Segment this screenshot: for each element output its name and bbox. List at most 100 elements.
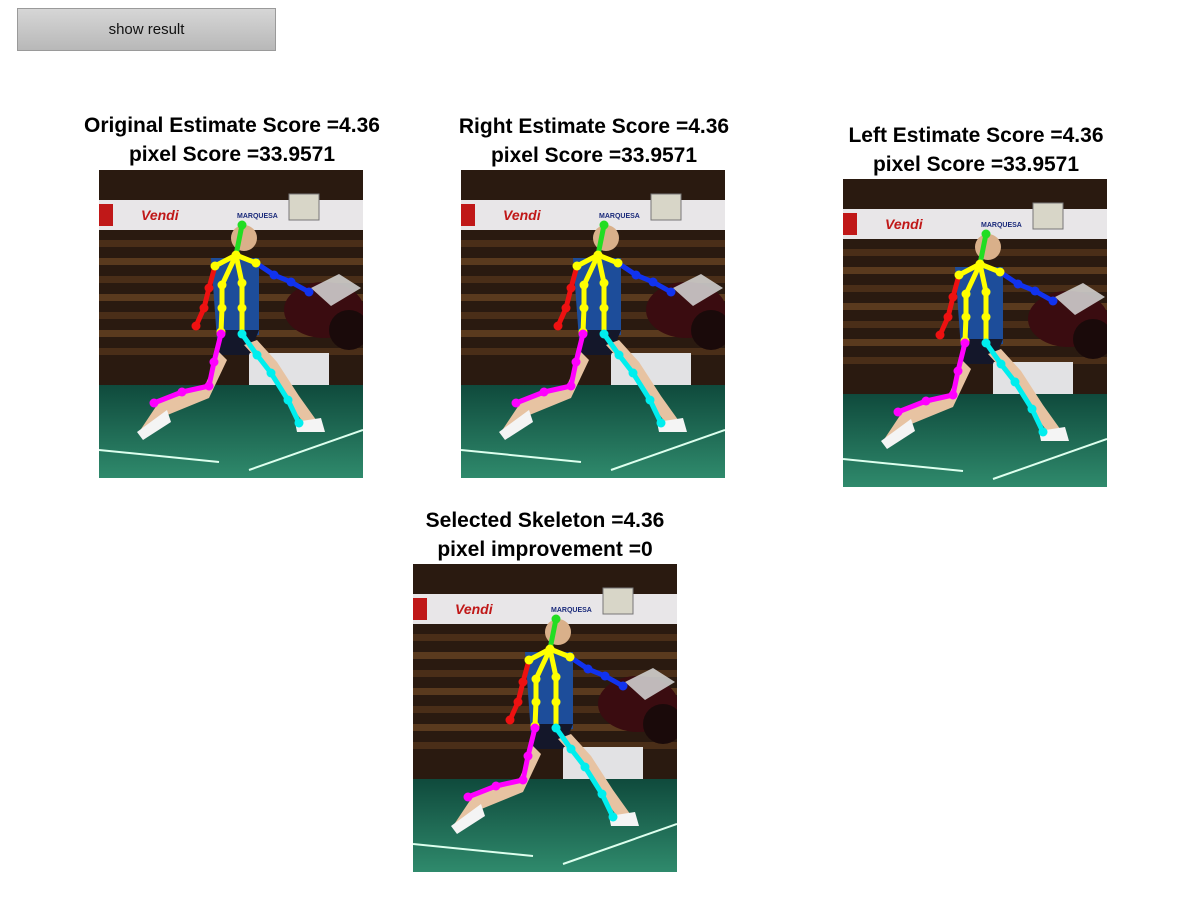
skeleton-joint [237,303,247,313]
skeleton-joint [565,652,575,662]
skeleton-joint [597,789,607,799]
skeleton-joint [539,387,549,397]
court-line [992,438,1107,480]
skeleton-joint [893,407,903,417]
skeleton-joint [599,278,609,288]
show-result-button[interactable]: show result [17,8,276,51]
skeleton-joint [593,250,603,260]
player-shirt [573,258,621,340]
stand-row [461,240,725,247]
skeleton-joint [491,781,501,791]
banner-logo [288,193,320,221]
court-line [413,843,534,857]
skeleton-joint [523,751,533,761]
player-shoe [499,410,533,440]
banner-flag [843,213,857,235]
skeleton-joint [561,303,571,313]
skeleton-joint [553,321,563,331]
skeleton-joint [960,338,970,348]
skeleton-joint [269,270,279,280]
skeleton-joint [463,792,473,802]
player-shoe [451,804,485,834]
skeleton-joint [996,359,1006,369]
banner-logo [650,193,682,221]
court-line [562,823,677,865]
player-leg [453,746,541,826]
skeleton-joint [948,292,958,302]
selected-skeleton-image: Vendi MARQUESA [413,564,677,872]
skeleton-joint [645,395,655,405]
skeleton-joint [579,280,589,290]
player-leg [883,361,971,441]
skeleton-joint [513,697,523,707]
skeleton-joint [578,329,588,339]
skeleton-joint [266,368,276,378]
skeleton-joint [1038,427,1048,437]
skeleton-joint [954,270,964,280]
skeleton-joint [251,258,261,268]
stand-row [413,634,677,641]
skeleton-joint [551,672,561,682]
skeleton-joint [216,329,226,339]
banner-sponsor-text: MARQUESA [599,213,640,220]
stand-row [99,240,363,247]
skeleton-joint [304,287,314,297]
skeleton-joint [981,229,991,239]
spectators [643,704,677,744]
skeleton-joint [531,697,541,707]
skeleton-head-segment [595,222,607,258]
racket [311,274,361,306]
skeleton-joint [545,644,555,654]
banner-logo [1032,202,1064,230]
skeleton-joint [149,398,159,408]
skeleton-right-arm [507,657,532,723]
court-line [461,449,582,463]
skeleton-joint [961,312,971,322]
banner-brand-text: Vendi [141,207,180,223]
skeleton-joint [204,381,214,391]
skeleton-joint [572,261,582,271]
skeleton-joint [231,250,241,260]
left-estimate-image: Vendi MARQUESA [843,179,1107,487]
skeleton-joint [656,418,666,428]
racket [1055,283,1105,315]
skeleton-joint [961,289,971,299]
court-line [843,458,964,472]
skeleton-joint [631,270,641,280]
skeleton-torso-right [580,252,601,335]
skeleton-joint [614,350,624,360]
skeleton-joint [648,277,658,287]
skeleton-right-arm [555,263,580,329]
skeleton-joint [518,775,528,785]
skeleton-joint [217,303,227,313]
skeleton-joint [237,278,247,288]
sponsor-banner [413,594,677,624]
skeleton-joint [524,655,534,665]
skeleton-joint [943,312,953,322]
skeleton-joint [628,368,638,378]
skeleton-joint [618,681,628,691]
banner-sponsor-text: MARQUESA [551,607,592,614]
court-line [610,429,725,471]
player-shoe [137,410,171,440]
spectators [1073,319,1107,359]
skeleton-joint [579,303,589,313]
skeleton-joint [1013,279,1023,289]
skeleton-joint [209,357,219,367]
banner-brand-text: Vendi [885,216,924,232]
skeleton-torso-left [547,646,559,731]
skeleton-joint [551,723,561,733]
banner-flag [461,204,475,226]
skeleton-left-arm [615,260,674,295]
skeleton-joint [953,366,963,376]
skeleton-joint [1048,296,1058,306]
original-pixel-score-label: pixel Score =33.9571 [128,143,336,166]
skeleton-joint [286,277,296,287]
player-shirt [211,258,259,340]
court-line [99,449,220,463]
skeleton-joint [566,283,576,293]
skeleton-joint [531,674,541,684]
sponsor-banner [461,200,725,230]
skeleton-joint [981,312,991,322]
